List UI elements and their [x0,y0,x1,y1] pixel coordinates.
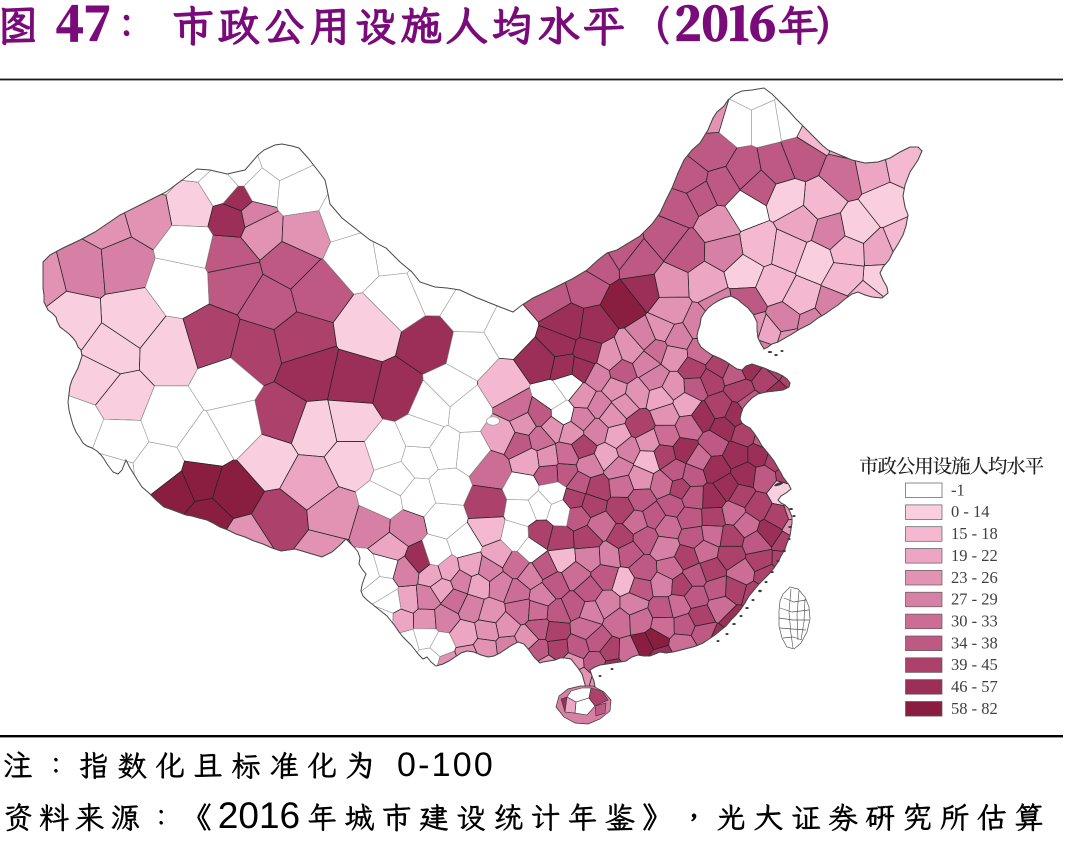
svg-text:-1: -1 [951,480,965,499]
svg-text:34 - 38: 34 - 38 [951,633,998,652]
svg-text:39 - 45: 39 - 45 [951,655,998,674]
svg-text:0 - 14: 0 - 14 [951,502,990,521]
svg-text:23 - 26: 23 - 26 [951,568,998,587]
svg-text:27 - 29: 27 - 29 [951,590,998,609]
svg-text:30 - 33: 30 - 33 [951,612,998,631]
svg-text:46 - 57: 46 - 57 [951,677,998,696]
svg-text:19 - 22: 19 - 22 [951,546,998,565]
svg-text:58 - 82: 58 - 82 [951,699,998,718]
svg-text:15 - 18: 15 - 18 [951,524,998,543]
